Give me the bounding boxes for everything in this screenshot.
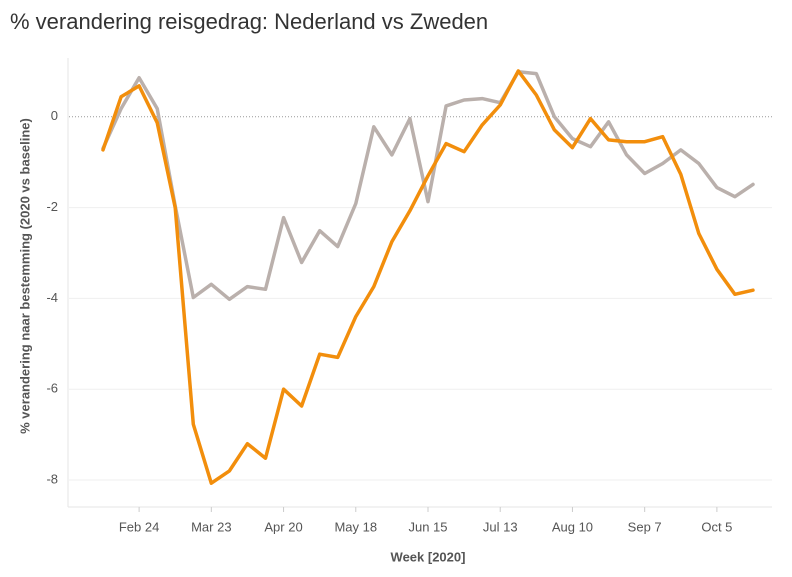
y-tick-label: -8 (46, 471, 58, 486)
x-tick-label: Apr 20 (264, 519, 302, 534)
y-tick-label: -6 (46, 381, 58, 396)
x-tick-label: Mar 23 (191, 519, 231, 534)
line-series (101, 69, 755, 485)
y-axis-title: % verandering naar bestemming (2020 vs b… (17, 118, 32, 434)
x-axis-title: Week [2020] (391, 549, 466, 564)
line-series (101, 70, 755, 302)
x-tick-label: Jun 15 (408, 519, 447, 534)
x-tick-label: Oct 5 (701, 519, 732, 534)
x-tick-label: Sep 7 (628, 519, 662, 534)
x-tick-label: Feb 24 (119, 519, 159, 534)
x-tick-label: May 18 (334, 519, 377, 534)
chart-title: % verandering reisgedrag: Nederland vs Z… (10, 9, 488, 34)
y-tick-label: -2 (46, 199, 58, 214)
x-tick-label: Aug 10 (552, 519, 593, 534)
y-tick-label: 0 (51, 108, 58, 123)
x-tick-label: Jul 13 (483, 519, 518, 534)
y-tick-label: -4 (46, 290, 58, 305)
